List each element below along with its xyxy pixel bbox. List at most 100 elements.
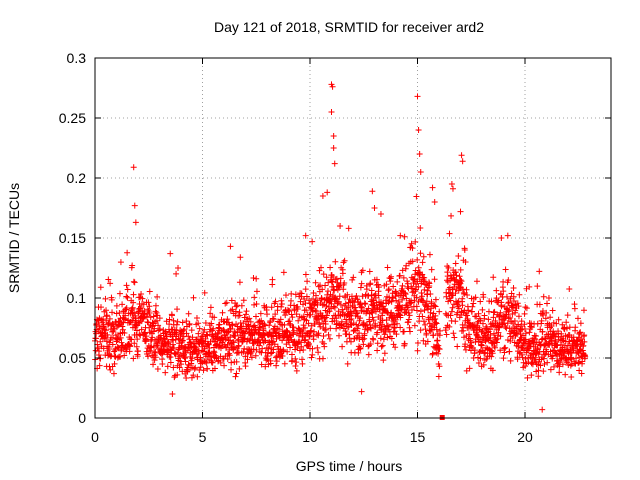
- data-point: [446, 230, 453, 237]
- data-point: [430, 332, 437, 339]
- data-point: [124, 286, 131, 293]
- data-point: [294, 345, 301, 352]
- data-point: [220, 326, 227, 333]
- data-point: [147, 314, 154, 321]
- data-point: [426, 280, 433, 287]
- data-point: [201, 289, 208, 296]
- data-point: [344, 291, 351, 298]
- data-point: [292, 363, 299, 370]
- data-point: [280, 269, 287, 276]
- data-point: [145, 353, 152, 360]
- data-point: [575, 359, 582, 366]
- data-point: [290, 327, 297, 334]
- data-point: [384, 334, 391, 341]
- data-point: [341, 279, 348, 286]
- data-point: [415, 298, 422, 305]
- data-point: [392, 316, 399, 323]
- data-point: [335, 283, 342, 290]
- data-point: [360, 341, 367, 348]
- data-point: [470, 300, 477, 307]
- data-point: [228, 366, 235, 373]
- data-point: [399, 267, 406, 274]
- data-point: [432, 296, 439, 303]
- data-point: [463, 312, 470, 319]
- data-point: [123, 305, 130, 312]
- data-point: [378, 343, 385, 350]
- data-point: [375, 292, 382, 299]
- data-point: [131, 279, 138, 286]
- data-point: [549, 307, 556, 314]
- data-point: [416, 151, 423, 157]
- data-point: [170, 364, 177, 371]
- data-point: [246, 315, 253, 322]
- data-point: [576, 367, 583, 374]
- data-point: [103, 338, 110, 345]
- data-point: [256, 342, 263, 349]
- data-point: [415, 283, 422, 290]
- data-point: [313, 308, 320, 315]
- data-point: [109, 341, 116, 348]
- data-point: [233, 370, 240, 377]
- data-point: [494, 332, 501, 339]
- data-point: [448, 308, 455, 315]
- data-point: [427, 323, 434, 330]
- data-point: [550, 363, 557, 370]
- data-point: [252, 352, 259, 359]
- data-point: [545, 295, 552, 302]
- data-point: [333, 275, 340, 282]
- data-point: [429, 350, 436, 357]
- data-point: [213, 354, 220, 361]
- data-point: [461, 247, 468, 253]
- data-point: [207, 310, 214, 317]
- data-point: [414, 93, 421, 100]
- data-point: [381, 350, 388, 357]
- data-point: [420, 318, 427, 325]
- data-point: [319, 193, 326, 199]
- data-point: [354, 296, 361, 303]
- data-point: [544, 300, 551, 307]
- data-point: [189, 334, 196, 341]
- data-point: [380, 357, 387, 364]
- data-point: [144, 319, 151, 326]
- data-point: [502, 266, 509, 273]
- data-point: [204, 332, 211, 339]
- data-point: [363, 286, 370, 293]
- data-point: [169, 312, 176, 319]
- data-point: [555, 316, 562, 323]
- data-point: [495, 329, 502, 336]
- data-point: [547, 348, 554, 355]
- data-point: [370, 336, 377, 343]
- data-point: [547, 366, 554, 373]
- data-point: [506, 307, 513, 314]
- data-point: [496, 312, 503, 319]
- data-point: [476, 349, 483, 356]
- data-point: [362, 301, 369, 308]
- data-point: [426, 251, 433, 258]
- data-point: [152, 302, 159, 309]
- data-point: [437, 327, 444, 334]
- data-point: [103, 313, 110, 320]
- data-point: [500, 288, 507, 295]
- data-point: [276, 326, 283, 333]
- data-point: [266, 322, 273, 329]
- data-point: [379, 342, 386, 349]
- data-point: [105, 276, 112, 283]
- data-point: [510, 285, 517, 292]
- data-point: [532, 333, 539, 340]
- data-point: [195, 320, 202, 327]
- data-point: [435, 373, 442, 380]
- data-point: [146, 324, 153, 331]
- data-point: [505, 277, 512, 284]
- data-point: [541, 361, 548, 368]
- data-point: [330, 145, 337, 151]
- data-point: [365, 351, 372, 358]
- data-point: [332, 276, 339, 283]
- data-point: [358, 388, 365, 395]
- data-point: [128, 305, 135, 312]
- data-point: [532, 336, 539, 343]
- data-point: [462, 341, 469, 348]
- data-point: [326, 335, 333, 342]
- data-point: [399, 282, 406, 289]
- data-point: [377, 211, 384, 217]
- data-point: [261, 321, 268, 328]
